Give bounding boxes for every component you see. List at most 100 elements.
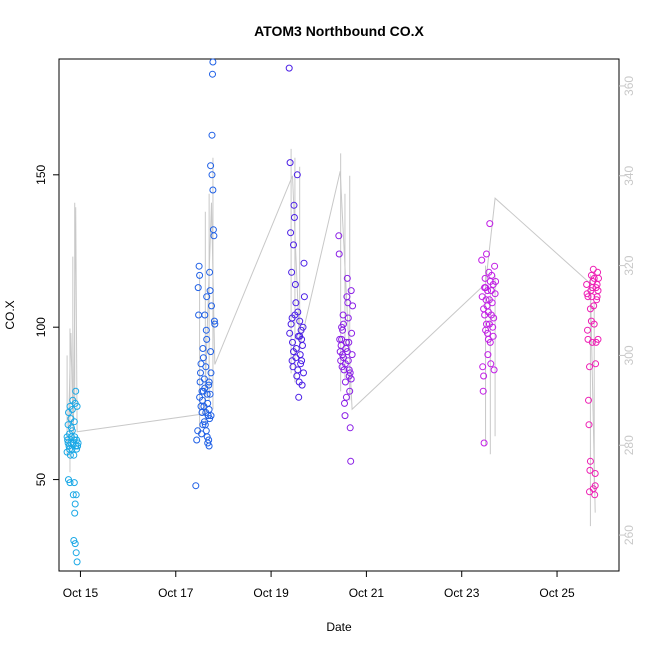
data-point bbox=[584, 326, 591, 334]
data-point bbox=[198, 387, 206, 395]
x-tick-label: Oct 23 bbox=[444, 586, 480, 600]
data-point bbox=[290, 201, 298, 209]
data-point bbox=[285, 64, 293, 72]
data-point bbox=[339, 351, 347, 359]
chart-title: ATOM3 Northbound CO.X bbox=[254, 23, 424, 39]
data-point bbox=[206, 287, 214, 295]
data-point bbox=[289, 338, 296, 346]
x-tick-label: Oct 25 bbox=[539, 586, 575, 600]
data-point bbox=[292, 354, 300, 362]
data-point bbox=[199, 421, 207, 429]
data-point bbox=[286, 159, 294, 167]
x-tick-label: Oct 19 bbox=[253, 586, 289, 600]
data-point bbox=[484, 351, 492, 359]
data-point bbox=[588, 338, 596, 346]
data-point bbox=[586, 363, 593, 371]
data-point bbox=[348, 329, 356, 337]
data-point bbox=[197, 369, 204, 377]
data-point bbox=[287, 229, 295, 237]
data-point bbox=[203, 433, 211, 441]
data-point bbox=[479, 363, 487, 371]
y2-tick-label: 260 bbox=[622, 525, 636, 545]
secondary-series-lines bbox=[66, 148, 596, 527]
data-point bbox=[70, 418, 78, 426]
data-point bbox=[209, 70, 216, 78]
data-point bbox=[203, 335, 211, 343]
data-point bbox=[339, 311, 347, 319]
data-point bbox=[209, 58, 217, 66]
data-point bbox=[199, 345, 207, 352]
data-point bbox=[586, 305, 594, 313]
data-point bbox=[483, 320, 490, 328]
data-point bbox=[590, 274, 598, 282]
data-point bbox=[196, 378, 204, 386]
data-point bbox=[74, 442, 82, 450]
data-point bbox=[583, 281, 591, 288]
data-point bbox=[202, 326, 210, 334]
data-point bbox=[340, 320, 347, 328]
data-point bbox=[205, 378, 213, 386]
data-point bbox=[205, 381, 213, 389]
data-point bbox=[480, 305, 488, 313]
data-point bbox=[342, 338, 350, 346]
data-point bbox=[288, 314, 296, 322]
data-point bbox=[68, 406, 76, 413]
data-point bbox=[74, 439, 82, 447]
data-point bbox=[481, 284, 489, 292]
data-point bbox=[335, 232, 343, 240]
data-point bbox=[593, 296, 601, 304]
data-point bbox=[295, 393, 303, 401]
data-point bbox=[592, 360, 600, 368]
data-point bbox=[483, 250, 490, 258]
x-axis-label: Date bbox=[326, 620, 352, 634]
x-tick-label: Oct 21 bbox=[349, 586, 385, 600]
data-point bbox=[290, 241, 297, 249]
data-point bbox=[206, 415, 214, 423]
data-point bbox=[478, 256, 486, 264]
data-point bbox=[480, 439, 488, 447]
data-point bbox=[71, 509, 79, 517]
data-point bbox=[345, 338, 353, 346]
gray-series-line bbox=[68, 171, 596, 513]
data-point bbox=[192, 482, 200, 490]
y-tick-label: 50 bbox=[34, 473, 48, 487]
y-tick-label: 150 bbox=[34, 164, 48, 184]
data-point bbox=[294, 308, 302, 316]
data-point bbox=[292, 299, 300, 307]
data-point bbox=[198, 430, 205, 438]
data-point bbox=[69, 491, 77, 499]
data-point bbox=[342, 393, 350, 401]
data-point bbox=[205, 442, 213, 450]
data-point bbox=[347, 287, 355, 295]
data-point bbox=[66, 445, 73, 453]
data-point bbox=[211, 320, 219, 328]
data-point bbox=[585, 421, 593, 429]
data-point bbox=[341, 412, 349, 420]
data-point bbox=[72, 387, 80, 395]
data-point bbox=[195, 262, 203, 270]
y-axis-label: CO.X bbox=[3, 300, 17, 329]
data-point bbox=[73, 402, 81, 410]
data-point bbox=[346, 424, 354, 432]
data-point bbox=[589, 485, 597, 493]
y-tick-label: 100 bbox=[34, 317, 48, 337]
data-point bbox=[486, 220, 494, 228]
data-point bbox=[202, 363, 210, 371]
data-point bbox=[341, 378, 349, 386]
data-point bbox=[591, 470, 599, 477]
data-point bbox=[345, 366, 353, 374]
data-point bbox=[344, 357, 352, 365]
data-point bbox=[592, 284, 600, 292]
data-point bbox=[202, 427, 210, 435]
data-point bbox=[341, 399, 348, 407]
data-point bbox=[487, 311, 495, 319]
data-point bbox=[344, 299, 352, 307]
data-point bbox=[489, 332, 497, 340]
x-tick-label: Oct 17 bbox=[158, 586, 194, 600]
data-point bbox=[203, 293, 211, 301]
data-point bbox=[71, 540, 79, 548]
data-point bbox=[481, 274, 489, 282]
data-point bbox=[491, 290, 499, 298]
data-point bbox=[291, 281, 299, 288]
data-point bbox=[210, 232, 218, 240]
